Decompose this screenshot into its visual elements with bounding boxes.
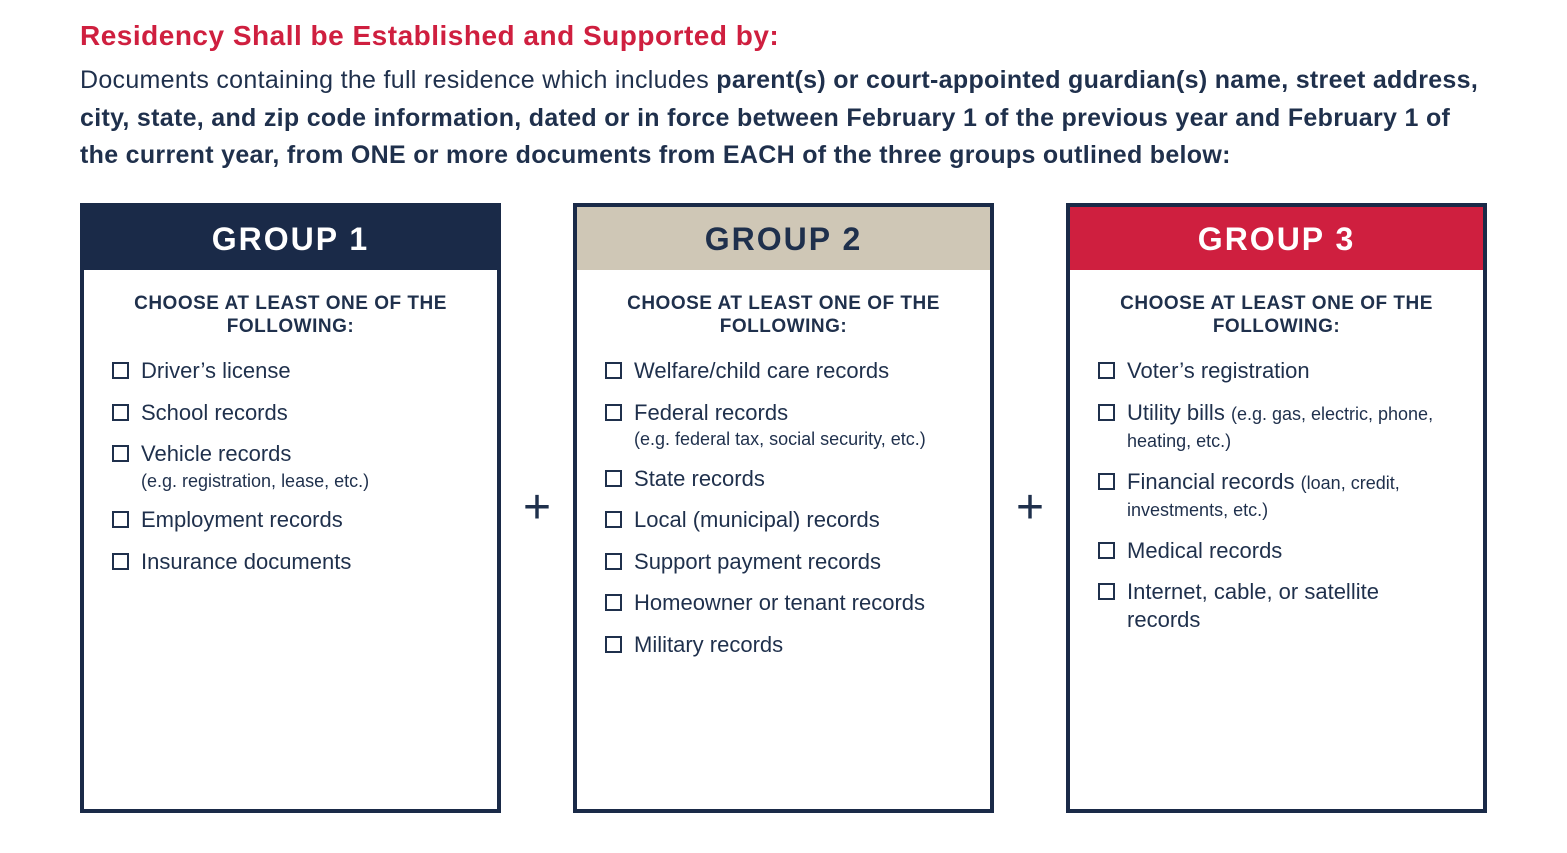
group-2-items: Welfare/child care records Federal record…	[605, 357, 962, 658]
checklist-item-label: Local (municipal) records	[634, 506, 880, 534]
checklist-item-label: Welfare/child care records	[634, 357, 889, 385]
checklist-item: Medical records	[1098, 537, 1455, 565]
checklist-item: Military records	[605, 631, 962, 659]
checklist-item: Voter’s registration	[1098, 357, 1455, 385]
checkbox-icon[interactable]	[605, 362, 622, 379]
group-2-box: GROUP 2 CHOOSE AT LEAST ONE OF THE FOLLO…	[573, 203, 994, 813]
group-1-choose: CHOOSE AT LEAST ONE OF THE FOLLOWING:	[112, 292, 469, 340]
checkbox-icon[interactable]	[605, 594, 622, 611]
checklist-item: Financial records (loan, credit, investm…	[1098, 468, 1455, 523]
checklist-item: Internet, cable, or satellite records	[1098, 578, 1455, 633]
group-3-body: CHOOSE AT LEAST ONE OF THE FOLLOWING: Vo…	[1070, 270, 1483, 672]
checklist-item: Welfare/child care records	[605, 357, 962, 385]
checklist-item-label: Insurance documents	[141, 548, 351, 576]
checklist-item: Insurance documents	[112, 548, 469, 576]
group-3-items: Voter’s registration Utility bills (e.g. …	[1098, 357, 1455, 633]
group-2-choose: CHOOSE AT LEAST ONE OF THE FOLLOWING:	[605, 292, 962, 340]
checklist-item-label: Employment records	[141, 506, 343, 534]
group-1-items: Driver’s license School records Vehicle re…	[112, 357, 469, 575]
checklist-item-label: Voter’s registration	[1127, 357, 1310, 385]
checkbox-icon[interactable]	[605, 553, 622, 570]
checkbox-icon[interactable]	[1098, 473, 1115, 490]
checkbox-icon[interactable]	[112, 362, 129, 379]
checklist-item-label: Federal records(e.g. federal tax, social…	[634, 399, 926, 451]
checklist-item: Employment records	[112, 506, 469, 534]
checklist-item: Homeowner or tenant records	[605, 589, 962, 617]
checklist-item-label: State records	[634, 465, 765, 493]
checkbox-icon[interactable]	[605, 511, 622, 528]
checkbox-icon[interactable]	[1098, 404, 1115, 421]
group-1-header: GROUP 1	[84, 207, 497, 270]
checklist-item-label: Utility bills (e.g. gas, electric, phone…	[1127, 399, 1455, 454]
checklist-item: Utility bills (e.g. gas, electric, phone…	[1098, 399, 1455, 454]
checkbox-icon[interactable]	[112, 445, 129, 462]
checklist-item-label: Vehicle records(e.g. registration, lease…	[141, 440, 369, 492]
checklist-item: Support payment records	[605, 548, 962, 576]
checklist-item-label: Support payment records	[634, 548, 881, 576]
checklist-item-label: Medical records	[1127, 537, 1282, 565]
checklist-item: School records	[112, 399, 469, 427]
checkbox-icon[interactable]	[112, 511, 129, 528]
checkbox-icon[interactable]	[112, 553, 129, 570]
checkbox-icon[interactable]	[1098, 583, 1115, 600]
groups-row: GROUP 1 CHOOSE AT LEAST ONE OF THE FOLLO…	[80, 203, 1487, 813]
checkbox-icon[interactable]	[1098, 362, 1115, 379]
group-3-box: GROUP 3 CHOOSE AT LEAST ONE OF THE FOLLO…	[1066, 203, 1487, 813]
checkbox-icon[interactable]	[112, 404, 129, 421]
checklist-item-label: Military records	[634, 631, 783, 659]
plus-icon: +	[519, 484, 555, 532]
group-2-header: GROUP 2	[577, 207, 990, 270]
checklist-item: Local (municipal) records	[605, 506, 962, 534]
checklist-item: Federal records(e.g. federal tax, social…	[605, 399, 962, 451]
group-1-box: GROUP 1 CHOOSE AT LEAST ONE OF THE FOLLO…	[80, 203, 501, 813]
intro-prefix: Documents containing the full residence …	[80, 66, 716, 94]
checklist-item-label: Driver’s license	[141, 357, 291, 385]
checklist-item-label: Internet, cable, or satellite records	[1127, 578, 1455, 633]
checklist-item: State records	[605, 465, 962, 493]
checkbox-icon[interactable]	[605, 470, 622, 487]
group-3-header: GROUP 3	[1070, 207, 1483, 270]
checkbox-icon[interactable]	[605, 636, 622, 653]
plus-icon: +	[1012, 484, 1048, 532]
section-heading: Residency Shall be Established and Suppo…	[80, 20, 1487, 52]
group-2-body: CHOOSE AT LEAST ONE OF THE FOLLOWING: We…	[577, 270, 990, 697]
checkbox-icon[interactable]	[1098, 542, 1115, 559]
checkbox-icon[interactable]	[605, 404, 622, 421]
group-1-body: CHOOSE AT LEAST ONE OF THE FOLLOWING: Dr…	[84, 270, 497, 614]
checklist-item: Driver’s license	[112, 357, 469, 385]
intro-paragraph: Documents containing the full residence …	[80, 62, 1487, 175]
checklist-item-label: Homeowner or tenant records	[634, 589, 925, 617]
residency-document: Residency Shall be Established and Suppo…	[0, 0, 1567, 853]
group-3-choose: CHOOSE AT LEAST ONE OF THE FOLLOWING:	[1098, 292, 1455, 340]
checklist-item: Vehicle records(e.g. registration, lease…	[112, 440, 469, 492]
checklist-item-label: Financial records (loan, credit, investm…	[1127, 468, 1455, 523]
checklist-item-label: School records	[141, 399, 288, 427]
